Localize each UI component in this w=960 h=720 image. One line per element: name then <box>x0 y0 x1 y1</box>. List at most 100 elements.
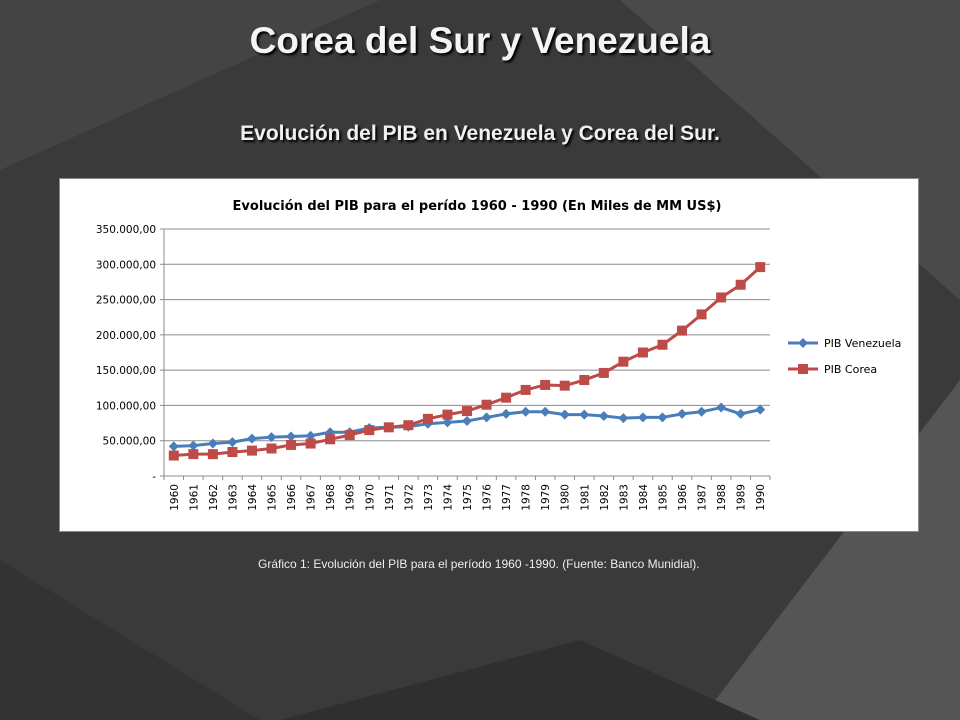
x-tick-label: 1989 <box>736 484 748 511</box>
data-point-venezuela <box>246 433 257 444</box>
data-point-corea <box>403 420 414 431</box>
series-line-corea <box>173 265 762 458</box>
chart-container: Evolución del PIB para el perído 1960 - … <box>59 178 919 532</box>
x-tick-label: 1971 <box>384 484 396 511</box>
data-point-venezuela <box>520 406 531 417</box>
data-point-venezuela <box>657 412 668 423</box>
x-tick-label: 1973 <box>423 484 435 511</box>
data-point-venezuela <box>540 406 551 417</box>
data-point-corea <box>422 413 433 424</box>
data-point-corea <box>716 292 727 303</box>
legend-marker-corea <box>798 364 808 374</box>
x-tick-label: 1977 <box>501 484 513 511</box>
data-point-venezuela <box>677 408 688 419</box>
data-point-venezuela <box>579 409 590 420</box>
data-point-venezuela <box>305 430 316 441</box>
gdp-line-chart: Evolución del PIB para el perído 1960 - … <box>96 199 902 511</box>
data-point-venezuela <box>462 415 472 426</box>
data-point-corea <box>227 447 238 458</box>
bg-shape-bottom-left <box>0 560 260 720</box>
slide-title: Corea del Sur y Venezuela <box>249 20 711 61</box>
data-point-corea <box>598 367 609 378</box>
data-point-venezuela <box>325 427 336 438</box>
chart-title: Evolución del PIB para el perído 1960 - … <box>233 199 722 214</box>
data-point-corea <box>364 425 375 436</box>
x-tick-label: 1970 <box>364 484 376 511</box>
y-tick-label: 200.000,00 <box>96 330 156 342</box>
slide-subtitle: Evolución del PIB en Venezuela y Corea d… <box>240 122 720 145</box>
data-point-venezuela <box>501 408 512 419</box>
data-point-venezuela <box>188 440 199 451</box>
legend-label-corea: PIB Corea <box>824 363 877 376</box>
y-tick-label: 350.000,00 <box>96 224 156 236</box>
x-tick-label: 1965 <box>267 484 279 511</box>
data-point-corea <box>618 356 629 367</box>
x-tick-label: 1969 <box>345 484 357 511</box>
bg-shape-bottom-mid <box>280 640 760 720</box>
x-tick-label: 1978 <box>521 484 533 511</box>
data-point-corea <box>677 325 688 336</box>
x-tick-label: 1980 <box>560 484 572 511</box>
data-point-corea <box>305 438 316 449</box>
data-point-corea <box>520 384 531 395</box>
data-point-corea <box>579 375 590 386</box>
data-point-corea <box>383 422 394 433</box>
data-point-corea <box>540 379 551 390</box>
data-point-venezuela <box>227 437 238 448</box>
data-point-venezuela <box>637 412 648 423</box>
data-point-venezuela <box>618 413 629 424</box>
y-tick-label: 300.000,00 <box>96 259 156 271</box>
x-tick-label: 1981 <box>579 484 591 511</box>
x-tick-label: 1986 <box>677 484 689 511</box>
data-point-corea <box>188 449 199 460</box>
bg-shape-top-left <box>0 0 380 170</box>
data-point-venezuela <box>442 417 453 428</box>
data-point-venezuela <box>207 438 218 449</box>
data-point-corea <box>755 262 766 273</box>
data-point-venezuela <box>286 431 297 442</box>
x-tick-label: 1960 <box>169 484 181 511</box>
data-point-corea <box>696 309 707 320</box>
data-point-corea <box>266 443 277 454</box>
data-point-venezuela <box>716 402 727 413</box>
data-point-corea <box>735 279 746 290</box>
data-point-venezuela <box>735 408 746 419</box>
data-point-corea <box>344 430 355 441</box>
x-tick-label: 1982 <box>599 484 611 511</box>
x-tick-label: 1987 <box>697 484 709 511</box>
x-tick-label: 1967 <box>306 484 318 511</box>
x-tick-label: 1984 <box>638 484 650 511</box>
x-tick-label: 1964 <box>247 484 259 511</box>
data-point-corea <box>286 439 297 450</box>
x-tick-label: 1988 <box>716 484 728 511</box>
data-point-corea <box>168 450 179 461</box>
x-tick-label: 1972 <box>403 484 415 511</box>
legend-marker-venezuela <box>798 338 808 348</box>
figure-caption: Gráfico 1: Evolución del PIB para el per… <box>258 557 700 571</box>
y-tick-label: 50.000,00 <box>103 436 156 448</box>
x-tick-label: 1962 <box>208 484 220 511</box>
x-tick-label: 1979 <box>540 484 552 511</box>
data-point-corea <box>637 347 648 358</box>
x-tick-label: 1983 <box>618 484 630 511</box>
y-tick-label: - <box>152 471 156 483</box>
data-point-venezuela <box>266 432 277 443</box>
data-point-venezuela <box>755 404 766 415</box>
x-tick-label: 1974 <box>442 484 454 511</box>
x-tick-label: 1968 <box>325 484 337 511</box>
data-point-venezuela <box>696 406 707 417</box>
y-tick-label: 250.000,00 <box>96 295 156 307</box>
data-point-venezuela <box>598 411 609 422</box>
data-point-venezuela <box>481 412 492 423</box>
x-tick-label: 1975 <box>462 484 474 511</box>
data-point-corea <box>325 434 336 445</box>
data-point-corea <box>246 445 257 456</box>
x-tick-label: 1966 <box>286 484 298 511</box>
x-tick-label: 1976 <box>482 484 494 511</box>
x-tick-label: 1961 <box>188 484 200 511</box>
x-tick-label: 1985 <box>657 484 669 511</box>
data-point-corea <box>501 392 512 403</box>
data-point-corea <box>442 409 453 420</box>
data-point-corea <box>657 339 668 350</box>
data-point-corea <box>462 406 472 417</box>
